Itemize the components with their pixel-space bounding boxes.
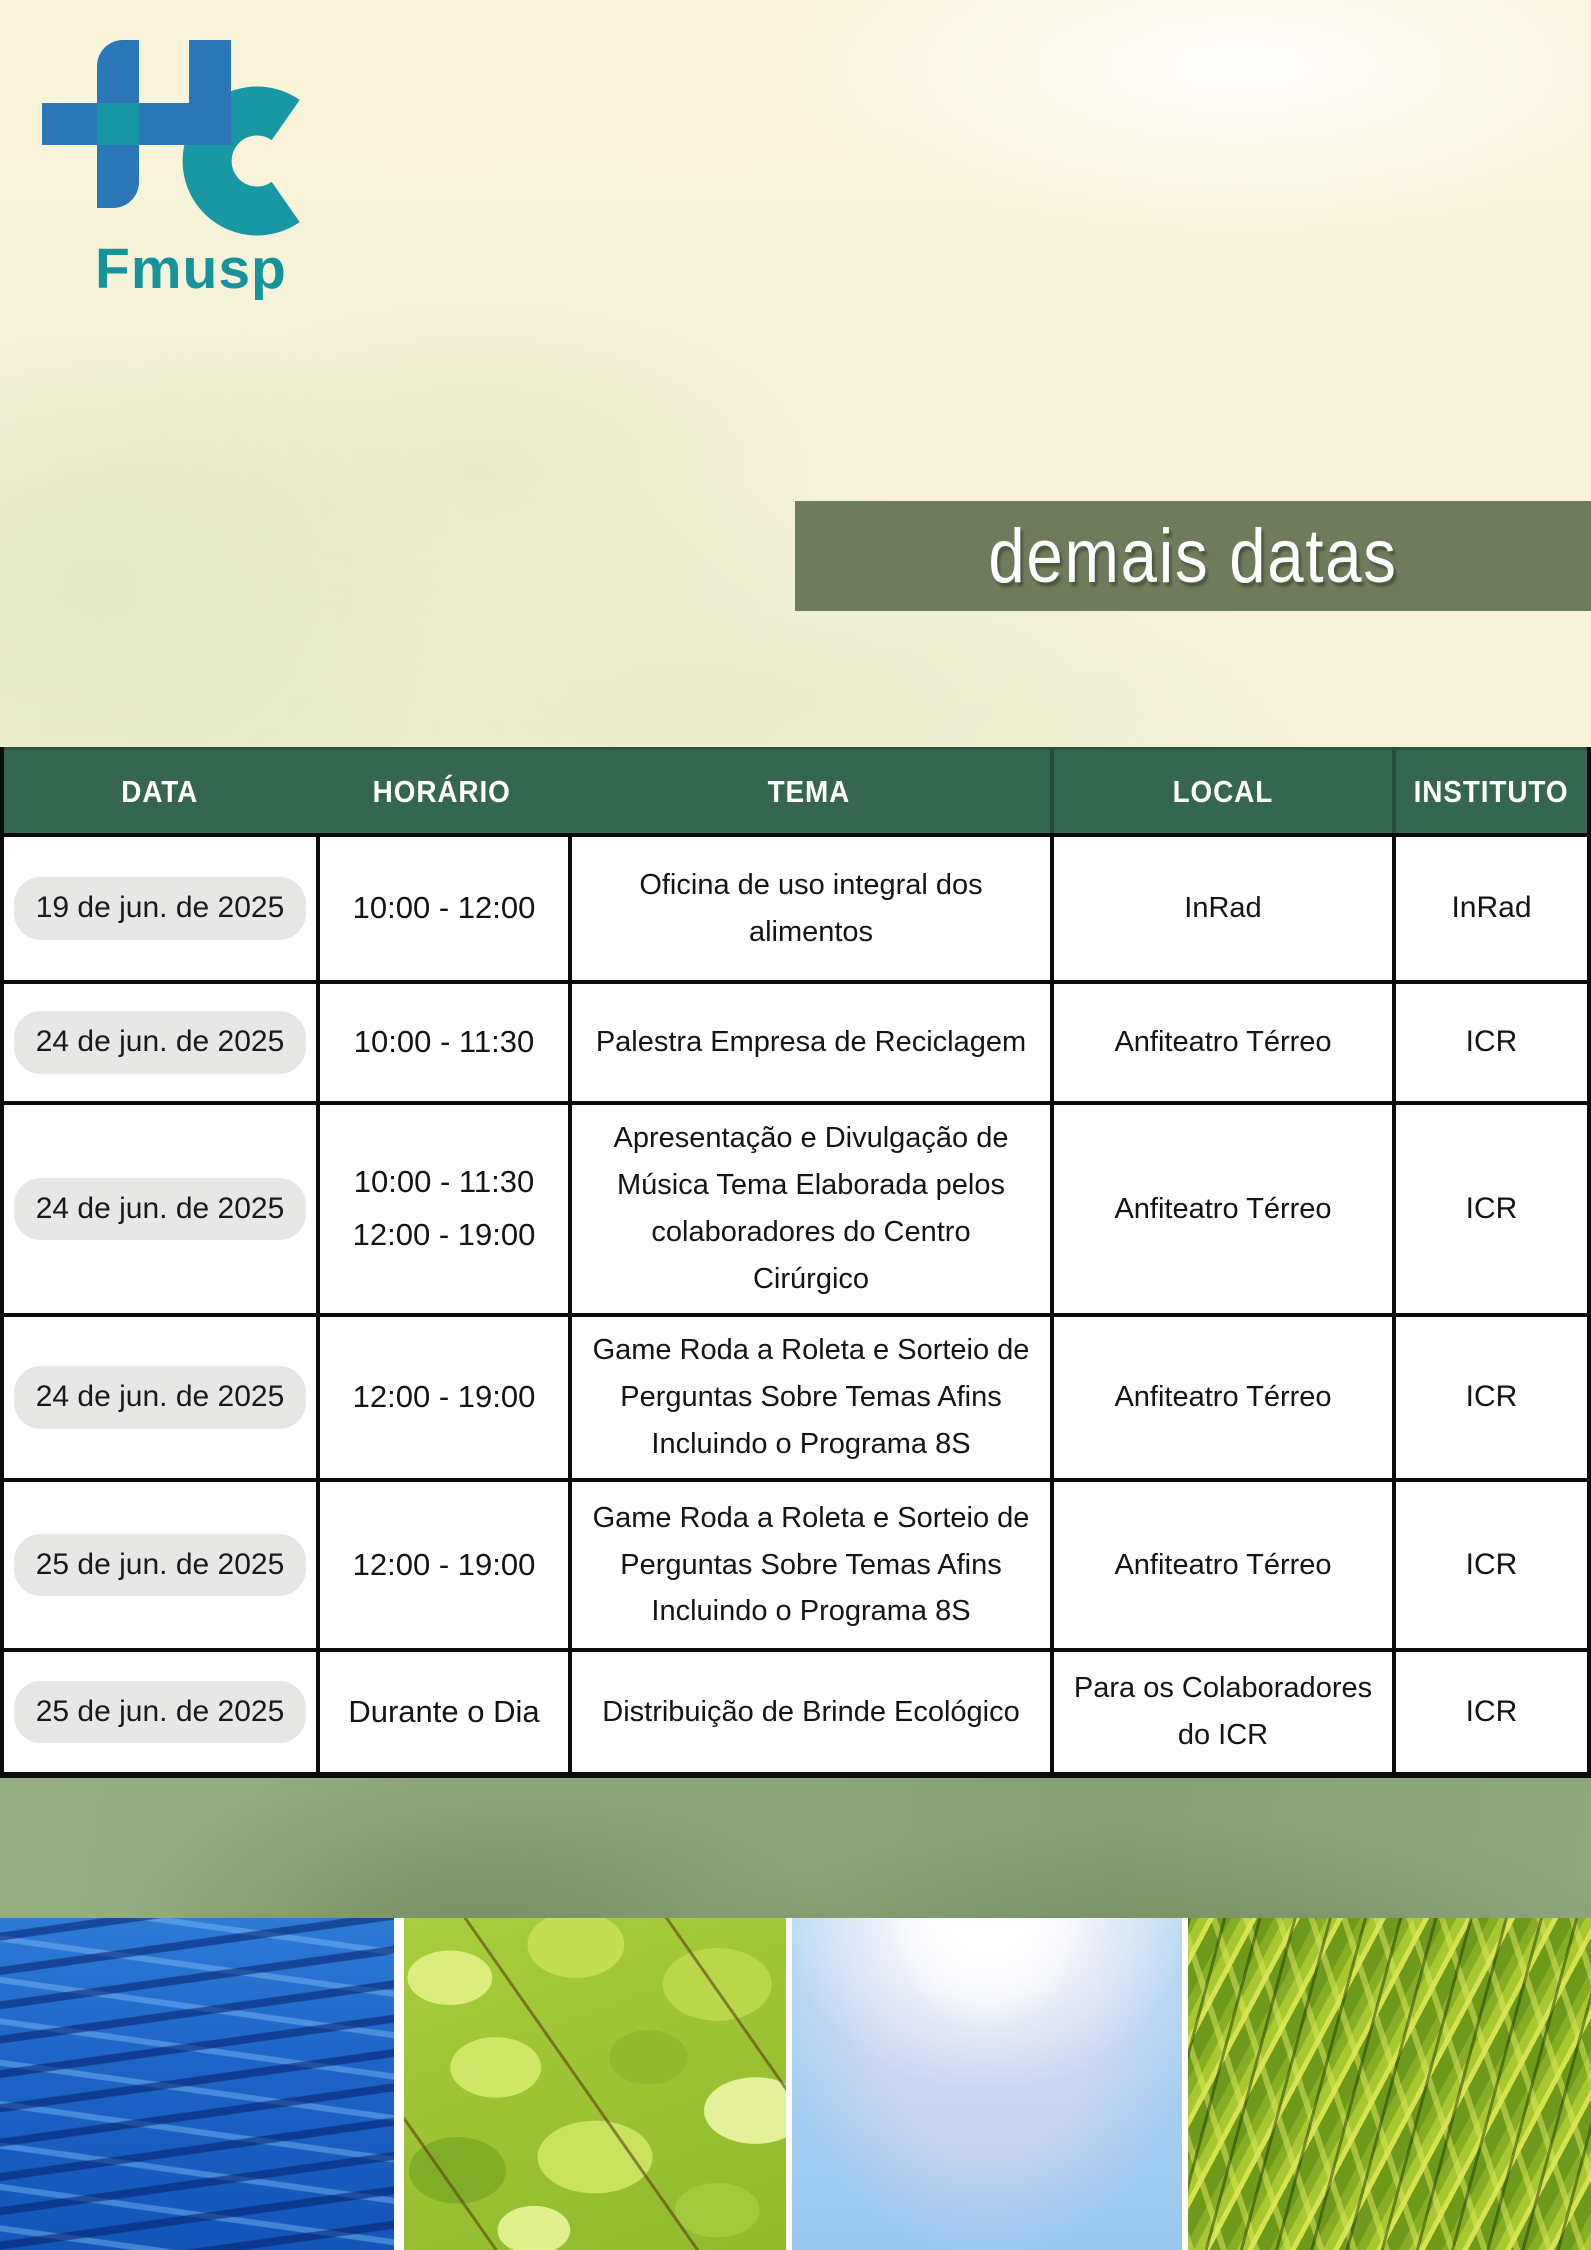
sky-sun-photo bbox=[792, 1918, 1182, 2250]
hcfmusp-logo: Fmusp bbox=[42, 38, 342, 308]
table-row: 25 de jun. de 2025 12:00 - 19:00 Game Ro… bbox=[4, 1482, 1587, 1652]
green-landscape-band bbox=[0, 1778, 1591, 1918]
instituto-cell: ICR bbox=[1392, 1317, 1587, 1478]
time-cell: 12:00 - 19:00 bbox=[316, 1317, 568, 1478]
instituto-cell: ICR bbox=[1392, 1652, 1587, 1772]
header-instituto: INSTITUTO bbox=[1392, 750, 1587, 833]
date-badge: 19 de jun. de 2025 bbox=[13, 877, 307, 940]
tema-cell: Palestra Empresa de Reciclagem bbox=[568, 984, 1050, 1101]
table-row: 24 de jun. de 2025 12:00 - 19:00 Game Ro… bbox=[4, 1317, 1587, 1482]
tema-cell: Oficina de uso integral dos alimentos bbox=[568, 837, 1050, 980]
header-local: LOCAL bbox=[1050, 750, 1392, 833]
header-tema: TEMA bbox=[767, 773, 851, 809]
date-cell: 24 de jun. de 2025 bbox=[4, 1105, 316, 1313]
section-title: demais datas bbox=[988, 513, 1398, 599]
local-cell: Anfiteatro Térreo bbox=[1050, 984, 1392, 1101]
table-row: 25 de jun. de 2025 Durante o Dia Distrib… bbox=[4, 1652, 1587, 1772]
tema-cell: Apresentação e Divulgação de Música Tema… bbox=[568, 1105, 1050, 1313]
date-cell: 19 de jun. de 2025 bbox=[4, 837, 316, 980]
local-cell: Para os Colaboradores do ICR bbox=[1050, 1652, 1392, 1772]
tema-cell: Game Roda a Roleta e Sorteio de Pergunta… bbox=[568, 1482, 1050, 1648]
fmusp-wordmark: Fmusp bbox=[95, 237, 287, 301]
grass-photo bbox=[1188, 1918, 1591, 2250]
date-cell: 24 de jun. de 2025 bbox=[4, 1317, 316, 1478]
tema-cell: Distribuição de Brinde Ecológico bbox=[568, 1652, 1050, 1772]
local-cell: Anfiteatro Térreo bbox=[1050, 1317, 1392, 1478]
local-cell: Anfiteatro Térreo bbox=[1050, 1482, 1392, 1648]
water-photo bbox=[0, 1918, 394, 2250]
time-cell: 10:00 - 11:30 12:00 - 19:00 bbox=[316, 1105, 568, 1313]
date-badge: 24 de jun. de 2025 bbox=[13, 1177, 307, 1241]
photo-strip bbox=[0, 1918, 1591, 2250]
header-horario: HORÁRIO bbox=[372, 773, 512, 809]
table-row: 24 de jun. de 2025 10:00 - 11:30 Palestr… bbox=[4, 984, 1587, 1105]
date-badge: 24 de jun. de 2025 bbox=[13, 1011, 307, 1074]
hc-logo-icon bbox=[42, 40, 300, 236]
instituto-cell: ICR bbox=[1392, 984, 1587, 1101]
tema-cell: Game Roda a Roleta e Sorteio de Pergunta… bbox=[568, 1317, 1050, 1478]
schedule-table: DATA HORÁRIO TEMA LOCAL INSTITUTO 19 de … bbox=[0, 747, 1591, 1778]
date-badge: 25 de jun. de 2025 bbox=[13, 1533, 307, 1597]
local-cell: InRad bbox=[1050, 837, 1392, 980]
date-badge: 25 de jun. de 2025 bbox=[13, 1680, 307, 1744]
date-cell: 25 de jun. de 2025 bbox=[4, 1482, 316, 1648]
date-cell: 24 de jun. de 2025 bbox=[4, 984, 316, 1101]
table-header-row: DATA HORÁRIO TEMA LOCAL INSTITUTO bbox=[4, 747, 1587, 837]
date-cell: 25 de jun. de 2025 bbox=[4, 1652, 316, 1772]
time-cell: Durante o Dia bbox=[316, 1652, 568, 1772]
local-cell: Anfiteatro Térreo bbox=[1050, 1105, 1392, 1313]
table-row: 19 de jun. de 2025 10:00 - 12:00 Oficina… bbox=[4, 837, 1587, 984]
instituto-cell: ICR bbox=[1392, 1105, 1587, 1313]
leaves-photo bbox=[404, 1918, 786, 2250]
time-cell: 10:00 - 12:00 bbox=[316, 837, 568, 980]
instituto-cell: ICR bbox=[1392, 1482, 1587, 1648]
instituto-cell: InRad bbox=[1392, 837, 1587, 980]
date-badge: 24 de jun. de 2025 bbox=[13, 1366, 307, 1429]
time-cell: 10:00 - 11:30 bbox=[316, 984, 568, 1101]
header-data: DATA bbox=[121, 773, 199, 809]
time-cell: 12:00 - 19:00 bbox=[316, 1482, 568, 1648]
table-row: 24 de jun. de 2025 10:00 - 11:30 12:00 - … bbox=[4, 1105, 1587, 1317]
section-banner: demais datas bbox=[795, 501, 1591, 611]
